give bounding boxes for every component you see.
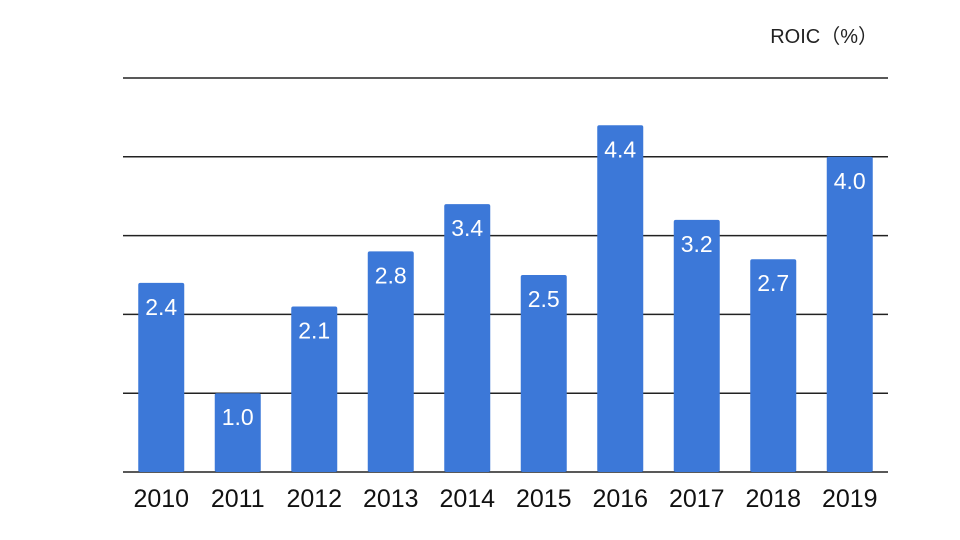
x-tick-label-2010: 2010 (133, 485, 189, 513)
bar-2013 (367, 251, 414, 472)
value-label-2015: 2.5 (528, 286, 560, 312)
bar-2019 (826, 156, 873, 473)
x-tick-label-2018: 2018 (745, 485, 801, 513)
x-tick-label-2013: 2013 (363, 485, 419, 513)
bar-2015 (520, 275, 567, 472)
bar-2012 (291, 306, 338, 472)
bar-2010 (138, 282, 185, 472)
bar-2017 (673, 219, 720, 472)
x-axis-tick-labels: 2010 2011 2012 2013 2014 2015 2016 2017 2018 2019 (133, 485, 877, 513)
x-tick-label-2011: 2011 (211, 485, 265, 513)
value-label-2013: 2.8 (375, 262, 407, 288)
value-label-2017: 3.2 (681, 231, 713, 257)
bar-2014 (444, 204, 491, 472)
value-labels: 2.4 1.0 2.1 2.8 3.4 2.5 4.4 3.2 2.7 4.0 (145, 136, 865, 430)
value-label-2012: 2.1 (298, 318, 330, 344)
x-tick-label-2017: 2017 (669, 485, 725, 513)
value-label-2010: 2.4 (145, 294, 177, 320)
bar-2011 (214, 393, 261, 472)
value-label-2016: 4.4 (604, 136, 636, 162)
bar-2018 (750, 259, 797, 472)
value-label-2014: 3.4 (451, 215, 483, 241)
x-tick-label-2019: 2019 (822, 485, 878, 513)
x-tick-label-2014: 2014 (439, 485, 495, 513)
value-label-2018: 2.7 (757, 270, 789, 296)
x-tick-label-2016: 2016 (592, 485, 648, 513)
x-tick-label-2015: 2015 (516, 485, 572, 513)
unit-label: ROIC（%） (770, 25, 878, 48)
bar-2016 (597, 125, 644, 472)
bars (138, 125, 873, 473)
value-label-2011: 1.0 (222, 404, 254, 430)
value-label-2019: 4.0 (834, 168, 866, 194)
x-tick-label-2012: 2012 (286, 485, 342, 513)
